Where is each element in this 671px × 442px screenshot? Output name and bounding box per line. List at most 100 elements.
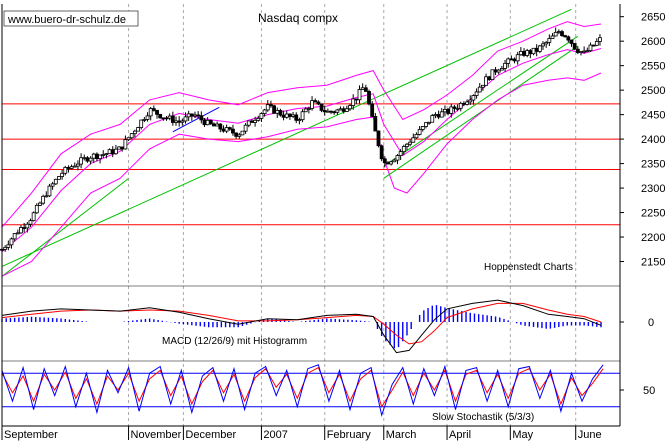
candle-body	[591, 44, 596, 47]
candle-body	[553, 31, 558, 37]
watermark-box	[3, 10, 139, 27]
candle-body	[41, 195, 46, 204]
candle-body	[329, 110, 333, 113]
candle-body	[588, 44, 593, 52]
candle-body	[145, 115, 150, 120]
candle-body	[427, 121, 432, 124]
chart-title: Nasdaq compx	[258, 11, 338, 25]
stochastic-title: Slow Stochastik (5/3/3)	[432, 412, 534, 423]
candle-body	[306, 108, 311, 110]
month-label: February	[327, 429, 372, 441]
candle-body	[439, 111, 444, 118]
candle-body	[531, 47, 536, 55]
candle-body	[303, 108, 308, 113]
candle-body	[189, 113, 194, 117]
candle-body	[246, 120, 251, 126]
candle-body	[132, 130, 137, 134]
candle-body	[468, 99, 473, 103]
stochastic-tick-label: 50	[643, 385, 655, 397]
candle-body	[167, 115, 172, 119]
candle-body	[386, 162, 390, 165]
candle-body	[129, 133, 134, 139]
candle-body	[373, 116, 378, 132]
candle-body	[496, 69, 501, 73]
candle-body	[164, 117, 169, 120]
month-label: 2007	[263, 429, 287, 441]
candle-body	[278, 110, 283, 116]
candle-body	[556, 31, 561, 33]
candle-body	[594, 41, 599, 46]
candle-body	[19, 227, 23, 234]
candle-body	[262, 109, 267, 114]
candle-body	[281, 114, 286, 118]
candle-body	[6, 244, 11, 248]
candle-body	[76, 163, 80, 167]
month-label: May	[512, 429, 533, 441]
watermark-text: www.buero-dr-schulz.de	[7, 14, 126, 26]
price-tick-label: 2150	[641, 257, 665, 269]
candle-body	[202, 119, 207, 126]
month-label: December	[185, 429, 236, 441]
candle-body	[300, 111, 305, 121]
candle-body	[82, 157, 87, 160]
candle-body	[117, 146, 121, 150]
month-label: March	[386, 429, 417, 441]
candle-body	[47, 185, 52, 197]
candle-body	[382, 158, 387, 164]
candle-body	[95, 153, 99, 159]
candle-body	[193, 114, 197, 117]
candle-body	[338, 108, 343, 111]
candle-body	[509, 58, 514, 61]
candle-body	[196, 114, 201, 117]
candle-body	[272, 105, 276, 114]
candle-body	[288, 113, 292, 117]
candle-body	[53, 178, 58, 185]
macd-line	[1, 299, 602, 354]
candle-body	[465, 101, 469, 105]
candle-body	[291, 114, 295, 117]
candle-body	[367, 91, 371, 105]
candle-body	[110, 149, 115, 155]
candle-body	[332, 111, 337, 114]
candle-body	[481, 84, 485, 88]
middle-trend-line	[383, 35, 579, 167]
candle-body	[379, 145, 384, 160]
candle-body	[177, 120, 182, 123]
candle-body	[237, 134, 242, 137]
month-label: June	[578, 429, 602, 441]
candle-body	[174, 120, 178, 123]
candle-body	[265, 104, 270, 111]
candle-body	[420, 126, 425, 130]
candle-body	[158, 113, 163, 119]
candle-body	[205, 119, 210, 126]
candle-body	[113, 148, 118, 155]
macd-panel	[1, 285, 620, 354]
candle-body	[575, 48, 580, 53]
candle-body	[572, 43, 577, 50]
candle-body	[212, 123, 216, 127]
candle-body	[392, 159, 397, 163]
candle-body	[449, 106, 454, 114]
candle-body	[506, 58, 511, 64]
candle-body	[493, 69, 498, 73]
candle-body	[550, 35, 555, 39]
candle-body	[180, 120, 185, 123]
candle-body	[28, 220, 33, 225]
candle-body	[528, 50, 533, 55]
candle-body	[256, 117, 261, 121]
candle-body	[215, 123, 220, 127]
candle-body	[598, 37, 602, 42]
candle-body	[541, 43, 545, 47]
candle-body	[25, 223, 30, 229]
price-tick-label: 2200	[641, 232, 665, 244]
candle-body	[354, 98, 359, 101]
price-panel	[0, 8, 620, 277]
candle-body	[151, 108, 156, 111]
candle-body	[525, 50, 530, 56]
candle-body	[98, 154, 102, 159]
candle-body	[398, 151, 403, 157]
candle-body	[417, 129, 422, 135]
month-label: April	[449, 429, 471, 441]
candle-body	[3, 246, 8, 250]
